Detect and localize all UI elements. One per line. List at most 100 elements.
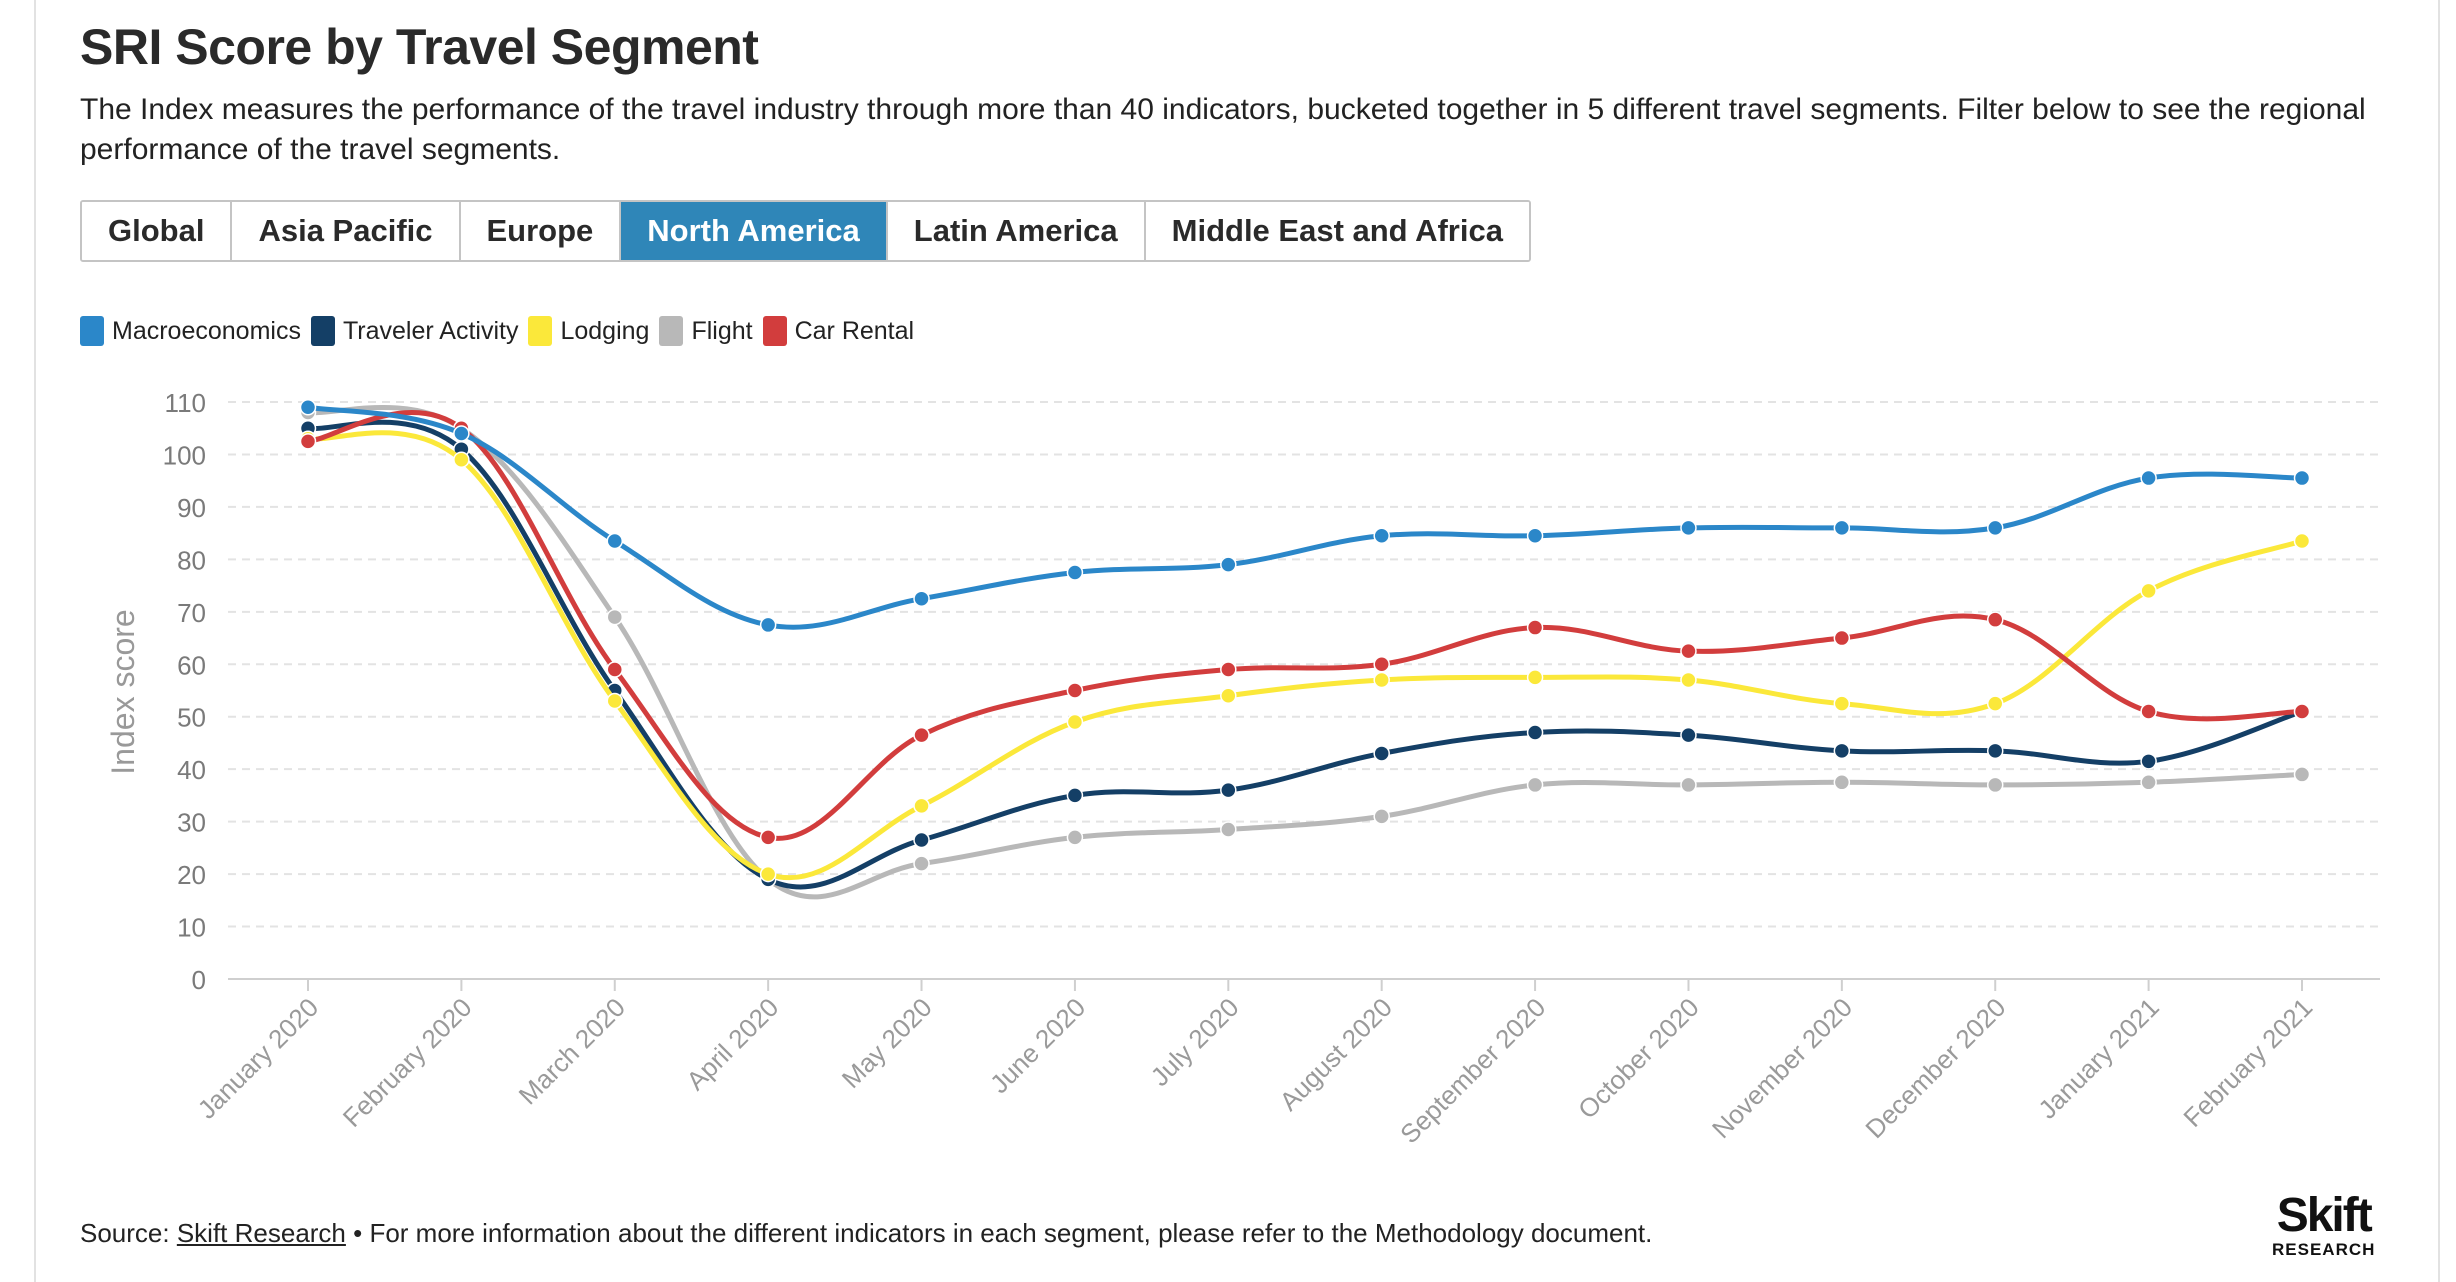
- legend-label: Lodging: [560, 316, 650, 345]
- data-point: [606, 608, 624, 626]
- data-point: [1680, 519, 1697, 537]
- legend-item-macroeconomics[interactable]: Macroeconomics: [80, 316, 301, 346]
- series-lodging: [299, 430, 2311, 883]
- data-point: [1066, 682, 1084, 699]
- data-point: [453, 451, 470, 468]
- series-layer: [299, 398, 2311, 900]
- data-point: [1220, 781, 1237, 799]
- y-tick-label: 70: [177, 598, 206, 628]
- data-point: [1986, 695, 2004, 712]
- source-suffix: • For more information about the differe…: [345, 1218, 1653, 1248]
- legend-label: Flight: [691, 316, 753, 345]
- x-tick-label: April 2020: [680, 992, 784, 1096]
- data-point: [1986, 611, 2004, 628]
- legend-item-flight[interactable]: Flight: [659, 316, 753, 346]
- data-point: [2293, 703, 2311, 720]
- x-tick-label: July 2020: [1145, 992, 1245, 1092]
- source-link[interactable]: Skift Research: [176, 1218, 346, 1248]
- chart-legend: Macroeconomics Traveler Activity Lodging…: [80, 316, 924, 346]
- data-point: [1066, 564, 1084, 581]
- legend-swatch: [310, 316, 335, 346]
- y-tick-label: 10: [177, 913, 206, 943]
- x-tick-label: September 2020: [1394, 992, 1551, 1149]
- tab-global[interactable]: Global: [82, 202, 233, 260]
- series-line-traveler-activity: [305, 419, 2305, 890]
- data-point: [1680, 776, 1697, 794]
- legend-swatch: [659, 316, 684, 346]
- data-point: [1833, 629, 1851, 647]
- series-traveler-activity: [299, 419, 2311, 890]
- data-point: [913, 590, 930, 607]
- data-point: [453, 425, 470, 442]
- page-subtitle: The Index measures the performance of th…: [80, 93, 2366, 166]
- logo-word: Skift: [2276, 1189, 2373, 1242]
- data-point: [2293, 532, 2311, 550]
- x-tick-label: January 2020: [192, 992, 325, 1125]
- tab-asia-pacific[interactable]: Asia Pacific: [232, 202, 461, 260]
- data-point: [1833, 695, 1851, 712]
- series-car-rental: [299, 409, 2311, 846]
- data-point: [606, 532, 624, 550]
- right-border: [2438, 0, 2440, 1282]
- data-point: [1986, 776, 2004, 794]
- x-tick-label: August 2020: [1273, 992, 1397, 1116]
- y-axis-title: Index score: [105, 609, 141, 774]
- x-tick-label: December 2020: [1859, 992, 2011, 1144]
- legend-item-traveler-activity[interactable]: Traveler Activity: [310, 316, 519, 346]
- data-point: [1373, 656, 1390, 673]
- tab-latin-america[interactable]: Latin America: [887, 202, 1146, 260]
- data-point: [913, 726, 930, 744]
- data-point: [606, 661, 624, 678]
- data-point: [2140, 774, 2157, 791]
- legend-item-lodging[interactable]: Lodging: [528, 316, 649, 346]
- skift-research-logo: Skift RESEARCH: [2272, 1192, 2375, 1260]
- source-prefix: Source:: [80, 1218, 177, 1248]
- data-point: [759, 829, 777, 846]
- x-tick-label: October 2020: [1572, 992, 1705, 1125]
- legend-label: Car Rental: [794, 316, 915, 345]
- data-point: [1526, 724, 1544, 741]
- data-point: [1833, 742, 1851, 760]
- x-tick-label: February 2020: [337, 992, 478, 1133]
- series-macroeconomics: [299, 398, 2311, 634]
- data-point: [1220, 556, 1237, 573]
- legend-label: Macroeconomics: [112, 316, 301, 345]
- data-point: [1373, 527, 1390, 545]
- data-point: [913, 797, 930, 815]
- data-point: [2293, 469, 2311, 487]
- data-point: [606, 692, 624, 710]
- y-tick-label: 40: [177, 755, 206, 785]
- left-border: [34, 0, 36, 1282]
- x-tick-label: January 2021: [2032, 992, 2165, 1125]
- source-note: Source: Skift Research • For more inform…: [80, 1218, 1652, 1249]
- x-tick-label: June 2020: [984, 992, 1091, 1099]
- data-point: [2140, 582, 2157, 600]
- data-point: [1220, 661, 1237, 678]
- data-point: [759, 616, 777, 634]
- y-tick-label: 90: [177, 493, 206, 523]
- data-point: [913, 855, 930, 872]
- tab-north-america[interactable]: North America: [621, 202, 888, 260]
- data-point: [1680, 671, 1697, 689]
- data-point: [1986, 742, 2004, 760]
- x-tick-label: March 2020: [513, 992, 631, 1110]
- tab-middle-east-africa[interactable]: Middle East and Africa: [1145, 202, 1529, 260]
- data-point: [1066, 713, 1084, 731]
- grid-layer: [228, 401, 2380, 928]
- data-point: [2140, 703, 2157, 720]
- legend-swatch: [528, 316, 553, 346]
- series-line-flight: [305, 404, 2305, 900]
- legend-label: Traveler Activity: [342, 316, 519, 345]
- x-tick-label: November 2020: [1706, 992, 1858, 1144]
- y-tick-label: 110: [165, 388, 206, 418]
- y-tick-label: 20: [177, 860, 206, 890]
- x-tick-label: May 2020: [836, 992, 938, 1094]
- data-point: [2293, 766, 2311, 783]
- data-point: [913, 831, 930, 849]
- data-point: [2140, 469, 2157, 487]
- data-point: [1220, 687, 1237, 704]
- legend-item-car-rental[interactable]: Car Rental: [762, 316, 915, 346]
- tab-europe[interactable]: Europe: [460, 202, 622, 260]
- data-point: [1526, 527, 1544, 545]
- data-point: [1373, 671, 1390, 689]
